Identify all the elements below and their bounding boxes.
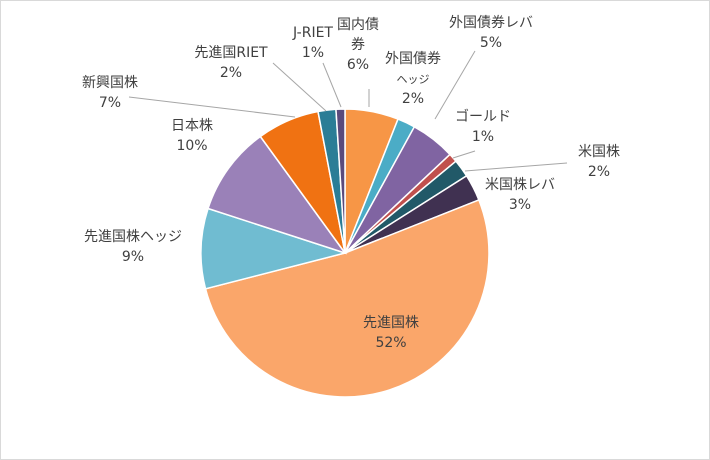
slice-label: 先進国株 52%	[363, 315, 419, 351]
slice-labels: 国内債券 6% 外国債券ヘッジ 2%外国債券レバ 5% ゴールド 1% 米国株 2% 米国株レバ 3…	[82, 15, 620, 351]
slice-label: J-RIET 1%	[292, 25, 333, 61]
leader-lines	[128, 50, 568, 172]
leader-line	[322, 62, 342, 108]
pie-slice	[200, 207, 348, 290]
slice-label: 米国株レバ 3%	[485, 177, 555, 213]
slice-label: ゴールド 1%	[455, 108, 511, 145]
leader-line	[464, 162, 568, 172]
pie-slices	[200, 108, 490, 398]
leader-line	[452, 150, 476, 159]
slice-label: 外国債券ヘッジ 2%	[385, 51, 441, 107]
slice-label: 米国株 2%	[578, 144, 620, 180]
slice-label: 外国債券レバ 5%	[449, 15, 533, 51]
leader-line	[272, 62, 327, 112]
leader-line	[128, 96, 296, 118]
slice-label: 先進国株ヘッジ 9%	[84, 229, 182, 265]
pie-slice	[207, 135, 347, 255]
leader-line	[434, 50, 476, 120]
slice-label: 先進国RIET 2%	[194, 45, 268, 81]
slice-label: 国内債券 6%	[337, 17, 379, 73]
pie-slice	[204, 199, 490, 398]
slice-label: 新興国株 7%	[82, 75, 138, 111]
slice-label: 日本株 10%	[171, 118, 213, 154]
pie-slice	[335, 108, 346, 254]
